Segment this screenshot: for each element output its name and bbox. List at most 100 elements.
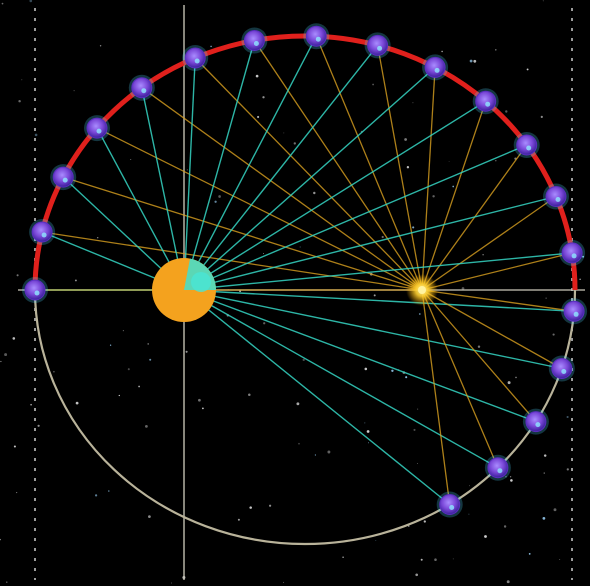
background-star	[148, 515, 151, 518]
background-star	[29, 0, 33, 3]
background-star	[509, 476, 512, 478]
background-star	[381, 235, 384, 239]
planet-marker	[128, 74, 155, 101]
empty-focus-star	[406, 274, 438, 306]
background-star	[1, 2, 4, 5]
background-star	[540, 115, 543, 119]
background-star	[366, 430, 370, 433]
background-star	[579, 278, 581, 280]
background-star	[510, 479, 513, 482]
background-star	[432, 195, 435, 198]
ray-to-sun	[183, 289, 451, 506]
background-star	[0, 360, 2, 363]
background-star	[364, 422, 366, 424]
planet-marker	[548, 355, 575, 382]
background-star	[30, 403, 32, 406]
background-star	[373, 294, 376, 297]
ray-to-sun	[183, 57, 196, 291]
background-star	[210, 45, 212, 48]
ray-to-sun	[183, 289, 499, 469]
planet-marker	[22, 277, 48, 303]
ray-to-sun	[141, 87, 185, 291]
planet-marker	[484, 454, 511, 481]
background-star	[249, 506, 252, 509]
planet-marker	[422, 54, 449, 81]
ray-to-sun	[183, 289, 537, 423]
background-star	[542, 0, 544, 2]
ray-to-empty-focus	[421, 289, 563, 370]
background-star	[327, 450, 331, 454]
background-star	[109, 344, 112, 346]
background-star	[505, 110, 508, 113]
background-star	[16, 274, 19, 277]
planet-marker	[50, 164, 77, 191]
background-star	[0, 538, 1, 541]
ray-to-empty-focus	[376, 45, 423, 291]
ray-to-empty-focus	[141, 87, 423, 291]
background-star	[506, 580, 510, 584]
ray-to-empty-focus	[194, 57, 423, 291]
background-star	[16, 492, 18, 494]
planet-marker	[522, 408, 549, 435]
background-star	[263, 252, 264, 254]
background-star	[412, 102, 414, 104]
background-star	[528, 552, 531, 555]
background-star	[130, 158, 132, 161]
background-star	[545, 297, 547, 299]
background-star	[237, 518, 240, 521]
background-star	[218, 195, 221, 198]
background-star	[298, 442, 300, 445]
background-star	[299, 246, 301, 248]
background-star	[515, 376, 517, 379]
planet-marker	[182, 45, 209, 71]
background-star	[495, 159, 497, 162]
background-star	[543, 454, 547, 457]
background-star	[149, 358, 152, 361]
background-star	[147, 343, 149, 345]
background-star	[503, 525, 507, 528]
planet-marker	[29, 219, 56, 245]
background-star	[214, 200, 217, 203]
background-star	[441, 50, 443, 53]
background-star	[412, 226, 415, 229]
background-star	[404, 138, 407, 141]
planet-marker	[364, 32, 391, 59]
ray-to-sun	[183, 35, 317, 291]
ray-to-sun	[183, 289, 575, 312]
background-star	[477, 345, 481, 348]
background-star	[420, 558, 423, 561]
background-star	[257, 115, 260, 119]
background-star	[94, 494, 98, 497]
background-star	[526, 68, 529, 71]
ray-to-empty-focus	[421, 289, 499, 468]
planet-marker	[513, 132, 540, 158]
background-star	[417, 462, 419, 464]
background-star	[452, 185, 455, 188]
background-star	[6, 581, 8, 583]
sun-icon	[152, 258, 216, 322]
background-star	[468, 513, 470, 515]
background-star	[263, 322, 266, 325]
background-star	[566, 415, 569, 419]
ray-to-sun	[183, 144, 527, 291]
background-star	[461, 287, 465, 290]
ray-to-sun	[183, 40, 256, 291]
background-star	[186, 169, 188, 171]
planet-marker	[436, 491, 463, 518]
background-star	[96, 236, 99, 239]
planet-marker	[303, 23, 330, 50]
planet-marker	[84, 115, 110, 142]
ray-to-sun	[183, 195, 557, 291]
ray-to-empty-focus	[253, 40, 423, 291]
planet-marker	[543, 183, 569, 210]
background-star	[415, 573, 419, 577]
background-star	[21, 79, 23, 81]
background-star	[542, 517, 546, 520]
background-star	[417, 408, 419, 410]
background-star	[495, 49, 497, 51]
ray-group	[35, 35, 575, 506]
